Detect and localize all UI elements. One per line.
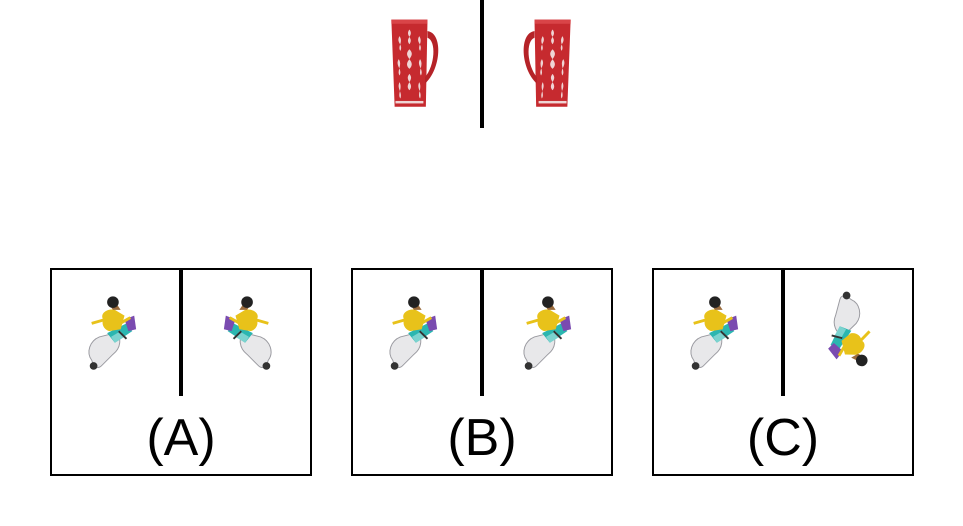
option-c-left-image	[684, 294, 742, 376]
option-a-box[interactable]: (A)	[50, 268, 312, 476]
option-b-left-image	[383, 294, 441, 376]
option-c-box[interactable]: (C)	[652, 268, 914, 476]
scooter-rider-icon	[388, 294, 439, 372]
option-c-right-image	[818, 290, 876, 372]
option-a-left-image	[82, 294, 140, 376]
reference-left-mug	[386, 18, 446, 110]
option-a-label: (A)	[146, 409, 216, 467]
option-b-right-image	[517, 294, 575, 376]
scooter-rider-icon	[522, 294, 573, 372]
option-b-label: (B)	[447, 409, 517, 467]
red-mug-icon	[523, 19, 571, 107]
scooter-rider-icon	[87, 294, 138, 372]
option-c-divider	[781, 270, 785, 396]
scooter-rider-icon	[818, 290, 876, 372]
option-a-divider	[179, 270, 183, 396]
reference-divider	[480, 0, 484, 128]
reference-right-mug	[516, 18, 576, 110]
red-mug-icon	[391, 19, 439, 107]
option-a-right-image	[220, 294, 278, 376]
option-c-label: (C)	[746, 409, 820, 467]
option-b-box[interactable]: (B)	[351, 268, 613, 476]
scooter-rider-icon	[222, 294, 273, 372]
scooter-rider-icon	[689, 294, 740, 372]
option-b-divider	[480, 270, 484, 396]
